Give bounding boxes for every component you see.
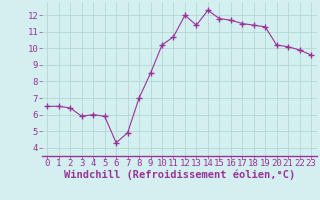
X-axis label: Windchill (Refroidissement éolien,°C): Windchill (Refroidissement éolien,°C) xyxy=(64,170,295,180)
